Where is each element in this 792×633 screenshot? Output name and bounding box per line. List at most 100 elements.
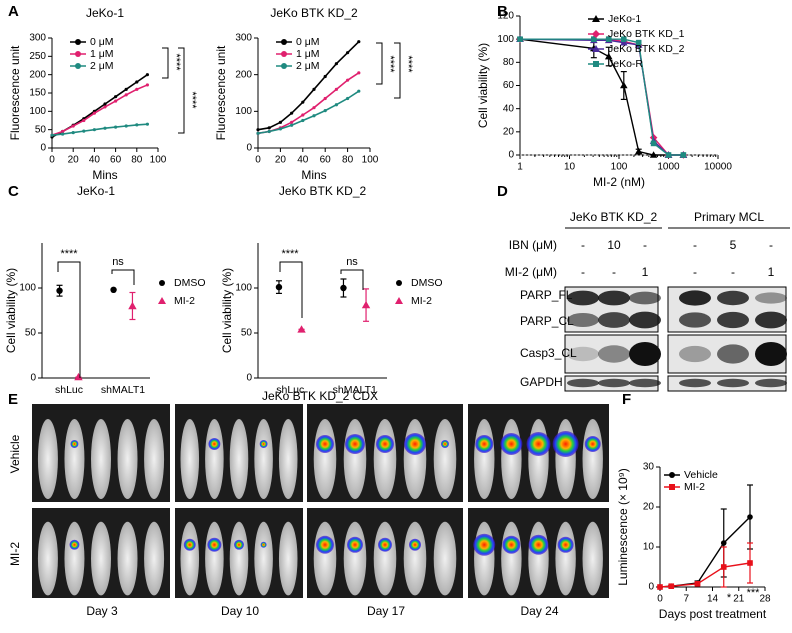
- chart-title: JeKo BTK KD_2: [279, 184, 367, 198]
- y-tick-label: 60: [503, 80, 515, 91]
- data-point: [75, 63, 81, 69]
- data-point: [114, 125, 118, 129]
- luminescence: [473, 533, 496, 556]
- data-point: [281, 39, 287, 45]
- mouse: [229, 521, 249, 596]
- data-point: [694, 581, 701, 587]
- y-tick-label: 0: [246, 373, 252, 384]
- blot-band: [679, 312, 711, 328]
- lane-value: -: [769, 238, 773, 252]
- data-point: [71, 131, 75, 135]
- legend-label: JeKo-1: [608, 13, 641, 25]
- data-point: [103, 126, 107, 130]
- luminescence: [316, 535, 334, 554]
- mouse: [474, 521, 495, 596]
- mouse: [582, 419, 603, 499]
- luminescence: [345, 434, 365, 454]
- data-point: [124, 93, 128, 97]
- data-point: [312, 87, 316, 91]
- y-tick-label: 20: [643, 502, 655, 513]
- mouse: [254, 419, 273, 499]
- blot-band: [679, 345, 711, 363]
- day-label: Day 3: [86, 604, 118, 618]
- data-point: [103, 102, 107, 106]
- mouse: [91, 419, 111, 499]
- data-point: [135, 123, 139, 127]
- data-point: [361, 300, 371, 309]
- panel-label: D: [497, 183, 508, 200]
- data-point: [592, 45, 600, 52]
- x-tick-label: 60: [110, 155, 122, 166]
- series-line: [520, 38, 684, 156]
- blot-band: [629, 291, 661, 305]
- lane-value: 1: [768, 265, 775, 279]
- data-point: [92, 128, 96, 132]
- mouse: [555, 521, 576, 596]
- blot-band: [717, 290, 749, 306]
- x-tick-label: 100: [150, 155, 167, 166]
- blot-band: [629, 342, 661, 366]
- data-point: [71, 124, 75, 128]
- data-point: [61, 132, 65, 136]
- annotation: ****: [186, 91, 198, 109]
- data-point: [267, 129, 271, 134]
- y-tick-label: 0: [648, 582, 654, 593]
- x-tick-label: 20: [68, 155, 80, 166]
- luminescence: [259, 440, 268, 448]
- data-point: [281, 63, 287, 69]
- mouse: [403, 521, 427, 596]
- legend-label: 0 μM: [296, 36, 320, 48]
- y-tick-label: 300: [235, 33, 252, 44]
- y-tick-label: 0: [40, 143, 46, 154]
- blot-band: [717, 311, 749, 329]
- lane-value: -: [581, 238, 585, 252]
- y-tick-label: 0: [246, 143, 252, 154]
- blot-band: [755, 342, 787, 366]
- chart-title: JeKo-1: [77, 184, 115, 198]
- data-point: [680, 152, 687, 158]
- y-tick-label: 20: [503, 126, 515, 137]
- x-axis-label: MI-2 (nM): [593, 175, 645, 189]
- data-point: [50, 133, 54, 137]
- significance-bracket: [279, 261, 303, 318]
- band-label: GAPDH: [520, 375, 563, 389]
- data-point: [256, 131, 260, 135]
- data-point: [346, 96, 350, 101]
- row-label: Vehicle: [8, 434, 22, 473]
- x-tick-label: shMALT1: [333, 384, 377, 396]
- x-tick-label: 100: [362, 155, 379, 166]
- legend-label: MI-2: [174, 295, 195, 307]
- mouse: [144, 419, 165, 499]
- significance-bracket: [111, 269, 135, 285]
- lane-value: -: [693, 265, 697, 279]
- data-point: [74, 372, 83, 381]
- lane-value: -: [612, 265, 616, 279]
- lane-value: 5: [730, 238, 737, 252]
- axis-line: [257, 243, 387, 379]
- band-label: Casp3_CL: [520, 346, 577, 360]
- x-tick-label: shLuc: [55, 384, 83, 396]
- chart-title: JeKo-1: [86, 6, 124, 20]
- blot-band: [567, 290, 599, 306]
- annotation: ****: [170, 53, 182, 71]
- data-point: [357, 71, 361, 75]
- blot-band: [755, 311, 787, 329]
- significance-bracket: [178, 47, 185, 134]
- data-point: [159, 280, 165, 286]
- x-tick-label: 40: [89, 155, 101, 166]
- data-point: [301, 118, 305, 123]
- y-tick-label: 0: [508, 150, 514, 161]
- x-axis-label: Days post treatment: [659, 607, 767, 621]
- data-point: [290, 120, 294, 124]
- mouse: [229, 419, 249, 499]
- legend-label: 1 μM: [296, 48, 320, 60]
- blot-band: [598, 378, 630, 388]
- data-point: [395, 297, 403, 304]
- y-tick-label: 200: [29, 69, 46, 80]
- data-point: [103, 105, 107, 109]
- luminescence: [528, 534, 549, 555]
- blot-band: [567, 346, 599, 362]
- y-tick-label: 40: [503, 103, 515, 114]
- luminescence: [409, 538, 421, 551]
- mouse: [433, 419, 457, 499]
